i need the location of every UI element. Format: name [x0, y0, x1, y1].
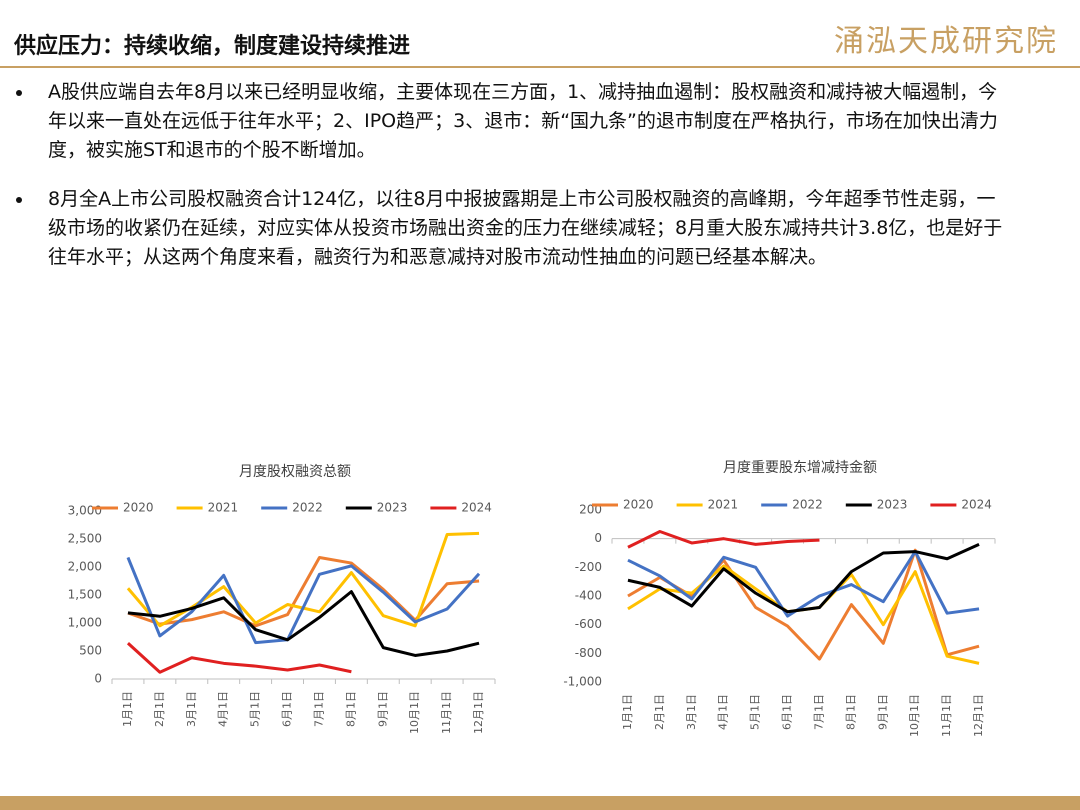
x-tick-label: 7月1日: [312, 691, 325, 727]
footer-band: [0, 796, 1080, 810]
x-tick-label: 1月1日: [121, 691, 134, 727]
x-tick-label: 10月1日: [908, 694, 921, 737]
x-tick-label: 1月1日: [621, 694, 634, 730]
bullet: A股供应端自去年8月以来已经明显收缩，主要体现在三方面，1、减持抽血遏制：股权融…: [14, 78, 1014, 165]
legend-label: 2022: [792, 498, 823, 512]
y-tick-label: -1,000: [563, 675, 602, 689]
series-line: [126, 556, 481, 645]
series-line: [627, 550, 980, 618]
x-tick-label: 4月1日: [717, 694, 730, 730]
x-tick-label: 9月1日: [376, 691, 389, 727]
x-tick-label: 5月1日: [749, 694, 762, 730]
x-tick-label: 8月1日: [844, 694, 857, 730]
x-tick-label: 12月1日: [972, 694, 985, 737]
slide-title: 供应压力：持续收缩，制度建设持续推进: [14, 34, 411, 59]
legend-label: 2020: [623, 498, 654, 512]
y-tick-label: 0: [94, 672, 102, 686]
series-line: [627, 530, 820, 549]
y-tick-label: 500: [79, 644, 102, 658]
x-tick-label: 11月1日: [440, 691, 453, 734]
y-tick-label: 0: [594, 531, 602, 545]
y-tick-label: -200: [575, 560, 602, 574]
legend-label: 2023: [877, 498, 908, 512]
x-tick-label: 6月1日: [781, 694, 794, 730]
chart-title: 月度股权融资总额: [239, 464, 351, 480]
x-tick-label: 5月1日: [249, 691, 262, 727]
x-tick-label: 4月1日: [217, 691, 230, 727]
y-tick-label: 2,500: [68, 532, 102, 546]
legend-label: 2024: [461, 501, 492, 515]
legend-label: 2023: [377, 501, 408, 515]
y-tick-label: -600: [575, 617, 602, 631]
x-tick-label: 6月1日: [281, 691, 294, 727]
x-tick-label: 11月1日: [940, 694, 953, 737]
x-tick-label: 2月1日: [153, 691, 166, 727]
series-line: [126, 642, 352, 674]
series-line: [627, 564, 980, 665]
x-tick-label: 7月1日: [812, 694, 825, 730]
series-line: [127, 590, 480, 657]
y-tick-label: -800: [575, 646, 602, 660]
x-tick-label: 12月1日: [472, 691, 485, 734]
y-tick-label: 2,000: [68, 560, 102, 574]
y-tick-label: 1,000: [68, 616, 102, 630]
legend-label: 2021: [208, 501, 239, 515]
series-line: [627, 543, 980, 614]
y-tick-label: -400: [575, 589, 602, 603]
x-tick-label: 3月1日: [185, 691, 198, 727]
logo: 涌泓天成研究院: [834, 24, 1058, 59]
y-tick-label: 1,500: [68, 588, 102, 602]
legend-label: 2024: [961, 498, 992, 512]
x-tick-label: 9月1日: [876, 694, 889, 730]
legend-label: 2020: [123, 501, 154, 515]
bullet: 8月全A上市公司股权融资合计124亿，以往8月中报披露期是上市公司股权融资的高峰…: [14, 185, 1014, 272]
x-tick-label: 10月1日: [408, 691, 421, 734]
legend-label: 2022: [292, 501, 323, 515]
header-rule: [0, 66, 1080, 68]
bullet-list: A股供应端自去年8月以来已经明显收缩，主要体现在三方面，1、减持抽血遏制：股权融…: [14, 78, 1014, 292]
x-tick-label: 8月1日: [344, 691, 357, 727]
y-tick-label: 3,000: [68, 504, 102, 518]
legend-label: 2021: [708, 498, 739, 512]
x-tick-label: 2月1日: [653, 694, 666, 730]
chart-title: 月度重要股东增减持金额: [723, 460, 877, 476]
x-tick-label: 3月1日: [685, 694, 698, 730]
